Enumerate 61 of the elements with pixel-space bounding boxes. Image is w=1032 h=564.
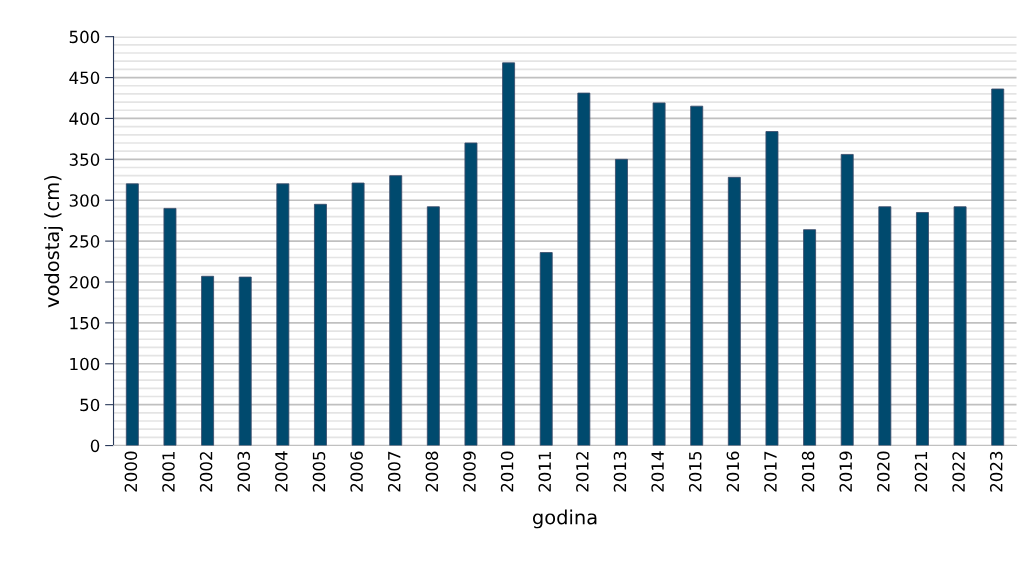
x-tick-label: 2016 [726,451,740,492]
x-tick-label: 2009 [463,451,476,492]
y-tick-label: 0 [90,439,100,453]
x-tick-label: 2007 [387,451,401,492]
y-tick-label: 100 [70,357,100,371]
y-tick-label: 500 [69,30,100,44]
bar [389,175,403,446]
x-tick-label: 2003 [237,451,251,492]
x-tick-label: 2023 [989,451,1003,492]
bar [125,183,139,446]
bar [916,212,929,446]
bar [953,206,967,446]
bar [615,158,628,446]
x-tick-label: 2018 [801,451,815,492]
x-tick-label: 2001 [162,451,175,492]
x-tick-label: 2014 [651,451,664,492]
y-tick-label: 50 [80,398,100,412]
bar [690,105,704,446]
x-tick-label: 2017 [764,451,777,492]
bar [840,154,854,446]
bar [276,183,290,446]
y-tick-label: 150 [70,316,100,330]
bar [163,207,177,446]
bar [727,176,741,446]
bar [878,206,892,446]
x-tick-label: 2004 [275,451,288,492]
bar [314,203,327,446]
bar [351,182,365,446]
x-tick-label: 2015 [688,451,702,492]
y-tick-label: 200 [69,275,100,289]
x-axis-title: godina [532,509,597,529]
x-tick-label: 2000 [124,451,138,492]
bar [238,276,252,446]
y-tick-label: 450 [69,71,100,85]
bar [803,229,817,446]
x-tick-label: 2006 [350,451,363,492]
bar [426,206,440,446]
x-tick-label: 2005 [312,451,326,492]
y-tick-label: 300 [69,194,100,207]
x-tick-label: 2022 [952,452,965,492]
y-axis-title: vodostaj (cm) [44,175,63,308]
y-tick-label: 400 [69,112,100,126]
bar [577,92,591,446]
x-tick-label: 2021 [914,451,928,492]
bar [502,62,516,446]
bar [991,88,1005,446]
x-tick-label: 2002 [199,452,213,492]
x-tick-label: 2008 [425,451,439,492]
x-tick-label: 2010 [500,451,514,492]
bar [652,102,666,446]
bar [464,142,478,446]
x-tick-label: 2011 [538,451,552,492]
y-tick-label: 350 [69,153,100,166]
x-tick-label: 2020 [877,451,890,492]
x-tick-label: 2013 [613,451,627,492]
bar [765,131,779,446]
x-tick-label: 2019 [839,451,853,492]
y-tick-label: 250 [69,235,100,248]
x-tick-label: 2012 [576,452,589,492]
bar [201,275,215,446]
bar [539,252,553,446]
